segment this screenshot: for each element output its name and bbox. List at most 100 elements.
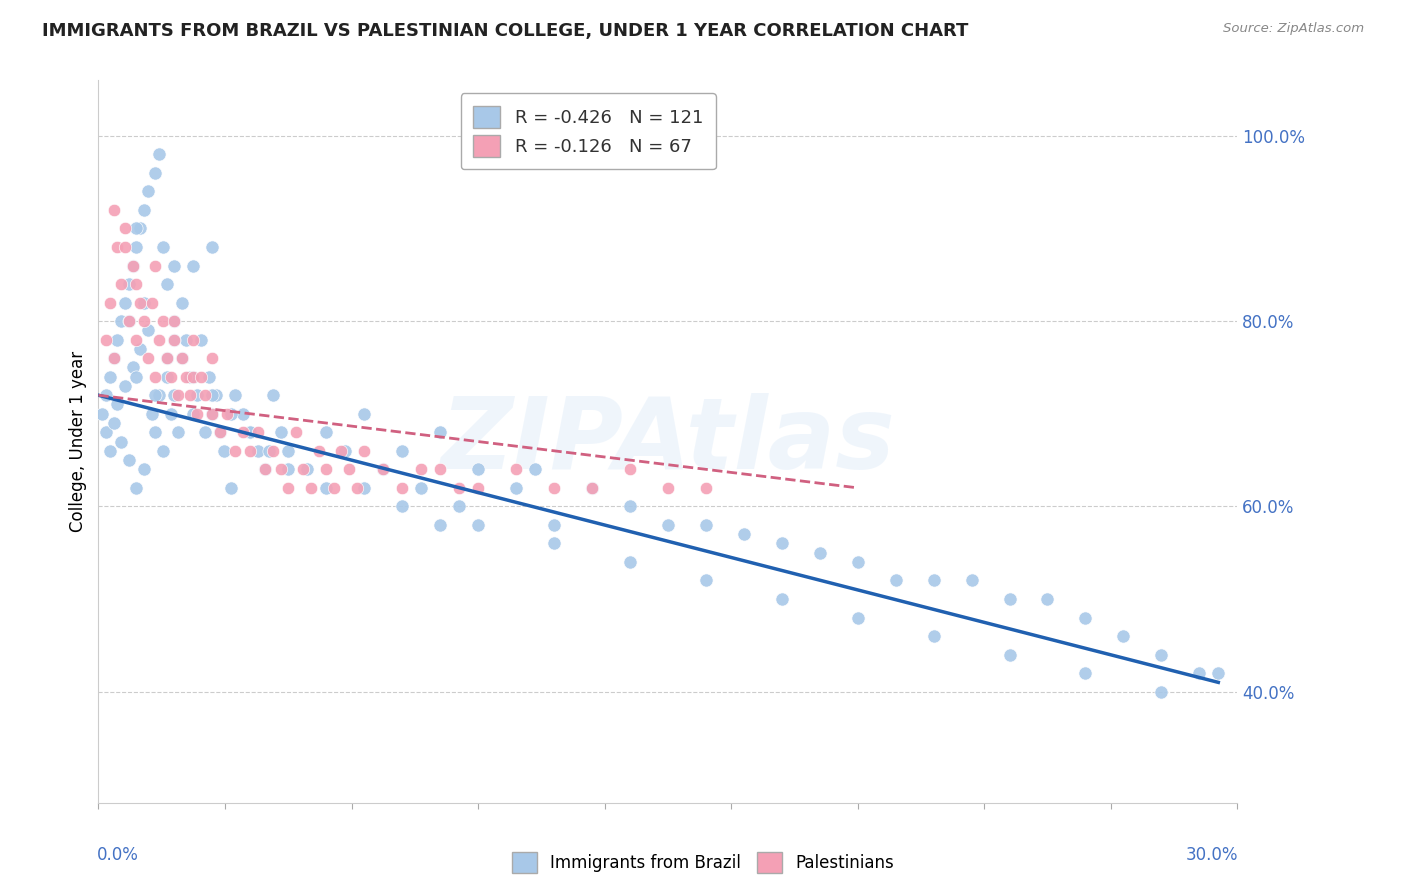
Point — [110, 434, 132, 449]
Point — [277, 443, 299, 458]
Point — [429, 517, 451, 532]
Point — [136, 351, 159, 366]
Point — [998, 648, 1021, 662]
Point — [152, 240, 174, 254]
Point — [125, 277, 148, 291]
Point — [467, 481, 489, 495]
Point — [170, 351, 193, 366]
Point — [201, 240, 224, 254]
Point — [125, 369, 148, 384]
Point — [129, 342, 152, 356]
Point — [619, 555, 641, 569]
Point — [467, 517, 489, 532]
Point — [619, 462, 641, 476]
Point — [770, 536, 793, 550]
Point — [232, 425, 254, 440]
Point — [159, 407, 181, 421]
Point — [129, 295, 152, 310]
Point — [156, 369, 179, 384]
Point — [1036, 592, 1059, 607]
Y-axis label: College, Under 1 year: College, Under 1 year — [69, 351, 87, 533]
Text: Source: ZipAtlas.com: Source: ZipAtlas.com — [1223, 22, 1364, 36]
Text: 30.0%: 30.0% — [1185, 847, 1239, 864]
Point — [152, 443, 174, 458]
Point — [277, 481, 299, 495]
Point — [156, 351, 179, 366]
Point — [121, 360, 143, 375]
Point — [110, 314, 132, 328]
Point — [183, 259, 205, 273]
Point — [94, 388, 117, 402]
Legend: Immigrants from Brazil, Palestinians: Immigrants from Brazil, Palestinians — [505, 846, 901, 880]
Point — [505, 481, 527, 495]
Point — [163, 333, 186, 347]
Point — [121, 259, 143, 273]
Point — [353, 481, 375, 495]
Point — [118, 277, 141, 291]
Point — [292, 462, 315, 476]
Point — [201, 388, 224, 402]
Point — [103, 416, 125, 430]
Point — [695, 574, 717, 588]
Point — [221, 481, 243, 495]
Point — [770, 592, 793, 607]
Point — [107, 240, 129, 254]
Point — [429, 425, 451, 440]
Point — [657, 517, 679, 532]
Point — [246, 425, 269, 440]
Point — [353, 443, 375, 458]
Point — [163, 314, 186, 328]
Point — [259, 443, 281, 458]
Point — [136, 323, 159, 337]
Point — [371, 462, 394, 476]
Point — [239, 425, 262, 440]
Point — [118, 314, 141, 328]
Point — [148, 388, 170, 402]
Point — [114, 379, 136, 393]
Text: ZIPAtlas: ZIPAtlas — [440, 393, 896, 490]
Point — [125, 240, 148, 254]
Point — [449, 500, 471, 514]
Point — [159, 369, 181, 384]
Point — [183, 369, 205, 384]
Point — [1112, 629, 1135, 643]
Point — [254, 462, 277, 476]
Point — [145, 259, 167, 273]
Point — [179, 388, 201, 402]
Point — [217, 407, 239, 421]
Point — [212, 443, 235, 458]
Point — [922, 574, 945, 588]
Point — [190, 369, 212, 384]
Point — [308, 443, 330, 458]
Point — [148, 333, 170, 347]
Point — [186, 388, 208, 402]
Point — [145, 369, 167, 384]
Point — [297, 462, 319, 476]
Point — [581, 481, 603, 495]
Point — [922, 629, 945, 643]
Point — [1188, 666, 1211, 681]
Point — [543, 536, 565, 550]
Text: IMMIGRANTS FROM BRAZIL VS PALESTINIAN COLLEGE, UNDER 1 YEAR CORRELATION CHART: IMMIGRANTS FROM BRAZIL VS PALESTINIAN CO… — [42, 22, 969, 40]
Point — [695, 517, 717, 532]
Point — [391, 443, 413, 458]
Point — [411, 481, 433, 495]
Point — [145, 166, 167, 180]
Point — [208, 425, 231, 440]
Point — [194, 388, 217, 402]
Point — [208, 425, 231, 440]
Point — [1074, 610, 1097, 624]
Point — [136, 185, 159, 199]
Point — [543, 517, 565, 532]
Point — [262, 443, 284, 458]
Point — [98, 295, 121, 310]
Point — [505, 462, 527, 476]
Point — [132, 462, 155, 476]
Point — [846, 610, 869, 624]
Point — [129, 221, 152, 235]
Point — [98, 369, 121, 384]
Point — [163, 333, 186, 347]
Point — [152, 314, 174, 328]
Point — [330, 443, 353, 458]
Point — [114, 221, 136, 235]
